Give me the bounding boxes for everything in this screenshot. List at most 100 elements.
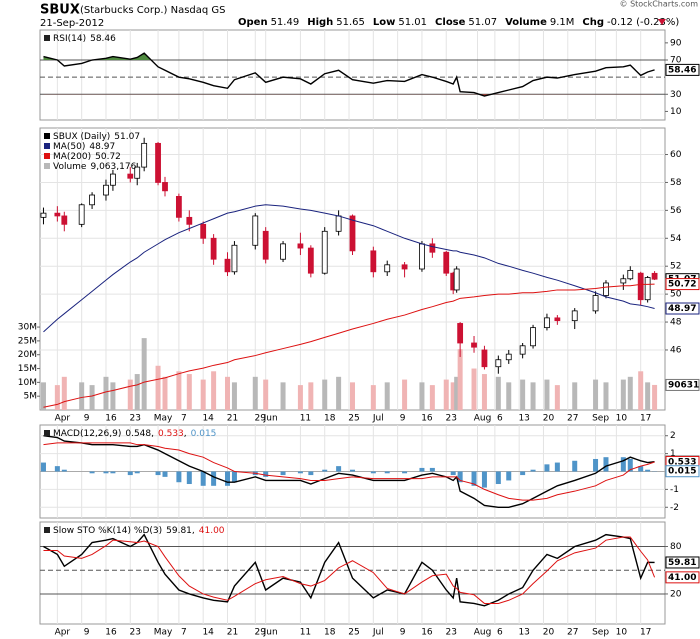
x-tick-label: Jun <box>263 628 278 638</box>
legend-swatch <box>44 527 50 533</box>
x-tick-label: 23 <box>446 414 457 424</box>
legend-value: 50.72 <box>95 152 121 162</box>
series-line <box>43 52 655 97</box>
bar <box>308 382 314 410</box>
bar <box>530 469 536 472</box>
bar <box>572 460 578 472</box>
bar <box>350 382 355 410</box>
series-line <box>43 283 655 408</box>
candle-body <box>162 182 168 192</box>
value-tag: 48.97 <box>668 304 696 314</box>
x-tick-label: 9 <box>84 628 90 638</box>
y-tick-label: -2 <box>670 503 679 513</box>
legend-name: MA(200) <box>53 152 91 162</box>
stat-value: -0.12 (-0.23%) <box>607 17 679 28</box>
candle-body <box>571 310 578 322</box>
value-tag: 41.00 <box>668 573 696 583</box>
candle-body <box>61 215 68 225</box>
bar <box>89 471 95 474</box>
x-tick-label: 10 <box>616 628 628 638</box>
x-tick-label: Apr <box>55 628 71 638</box>
level-fill <box>43 53 655 60</box>
legend-entry: MA(50) 48.97 <box>53 142 115 152</box>
x-tick-label: 6 <box>497 628 503 638</box>
stat-label: Chg <box>582 17 604 28</box>
x-tick-label: 13 <box>518 628 529 638</box>
bar <box>40 462 46 472</box>
bar <box>554 462 560 472</box>
candle-body <box>54 212 61 217</box>
legend-value: 59.81 <box>166 526 192 536</box>
candle-body <box>637 272 644 301</box>
x-tick-label: 16 <box>105 628 117 638</box>
x-tick-label: 17 <box>640 414 651 424</box>
bar <box>645 469 651 472</box>
legend-separator: , <box>192 526 195 536</box>
x-tick-label: 23 <box>446 628 457 638</box>
y-tick-label: 46 <box>670 345 682 355</box>
bar <box>450 471 456 476</box>
x-tick-label: 20 <box>543 414 555 424</box>
bar <box>110 471 116 474</box>
candle-body <box>471 342 477 348</box>
legend-value: 41.00 <box>199 526 225 536</box>
bar <box>495 376 501 410</box>
bar <box>89 385 95 410</box>
bar <box>627 376 633 410</box>
bar <box>384 382 390 410</box>
candle-body <box>603 282 609 296</box>
y-tick-label: 50 <box>670 290 682 300</box>
x-tick-label: May <box>154 628 173 638</box>
candle-body <box>200 223 207 239</box>
bar <box>603 382 609 410</box>
bar <box>457 349 463 410</box>
x-tick-label: 16 <box>421 414 433 424</box>
x-tick-label: 18 <box>324 628 336 638</box>
bar <box>61 469 67 472</box>
x-tick-label: 25 <box>348 414 359 424</box>
legend-value: 48.97 <box>89 142 115 152</box>
bar <box>211 471 217 486</box>
bar <box>495 471 501 485</box>
stat-label: Volume <box>505 17 547 28</box>
candle-body <box>544 317 550 329</box>
x-tick-label: 29 <box>255 414 267 424</box>
legend: Slow STO %K(14) %D(3) 59.81, 41.00 <box>53 526 225 536</box>
series-line <box>43 536 656 604</box>
y-tick-label: 52 <box>670 262 681 272</box>
bar <box>506 471 512 481</box>
x-tick-label: 10 <box>616 414 628 424</box>
legend: RSI(14) 58.46 <box>53 34 116 44</box>
candle-body <box>443 251 450 274</box>
x-tick-label: Aug <box>474 628 492 638</box>
y-tick-label: 80 <box>670 542 682 552</box>
bar <box>225 376 230 410</box>
bar <box>225 471 230 486</box>
stat-label: High <box>307 17 333 28</box>
value-tag-box <box>665 302 700 315</box>
bar <box>530 382 536 410</box>
x-tick-label: 21 <box>227 628 238 638</box>
y2-tick-label: 25M <box>18 336 37 346</box>
x-tick-label: Aug <box>474 414 492 424</box>
candle-body <box>384 264 391 273</box>
legend-swatch <box>44 430 50 436</box>
legend-swatch <box>44 143 50 149</box>
candle-body <box>127 173 134 179</box>
y-tick-label: 10 <box>670 107 682 117</box>
legend-entry: Volume 9,063,176 <box>53 162 137 172</box>
bar <box>593 379 599 410</box>
bar <box>200 379 206 410</box>
bar <box>506 382 512 410</box>
bar <box>162 376 168 410</box>
candle-body <box>175 196 182 218</box>
x-tick-label: 11 <box>300 628 311 638</box>
candle-body <box>262 230 269 260</box>
bar <box>544 464 550 472</box>
legend-name: Volume <box>53 162 87 172</box>
candle-body <box>457 323 464 344</box>
legend-value: 0.548 <box>125 429 151 439</box>
bar <box>263 379 269 410</box>
stats-line: Open 51.49 High 51.65 Low 51.01 Close 51.07 Volu… <box>238 17 679 28</box>
candle-body <box>429 243 436 253</box>
